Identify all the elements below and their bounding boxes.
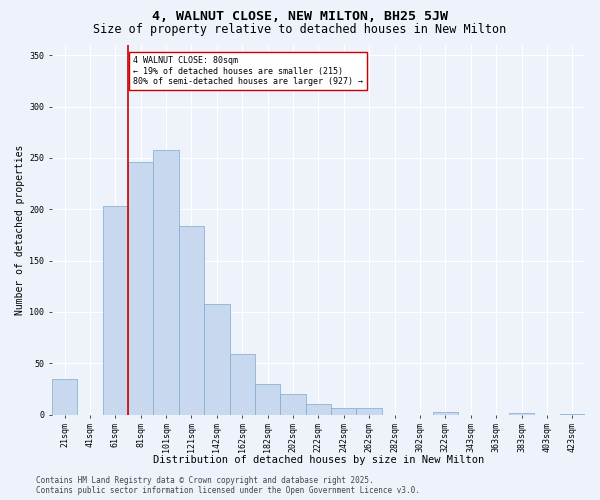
Bar <box>103 206 128 414</box>
Bar <box>230 354 255 414</box>
Bar <box>128 162 154 414</box>
Bar <box>356 408 382 414</box>
Bar <box>154 150 179 414</box>
Text: Contains HM Land Registry data © Crown copyright and database right 2025.
Contai: Contains HM Land Registry data © Crown c… <box>36 476 420 495</box>
Bar <box>331 408 356 414</box>
Bar <box>255 384 280 414</box>
Y-axis label: Number of detached properties: Number of detached properties <box>15 144 25 315</box>
Text: Size of property relative to detached houses in New Milton: Size of property relative to detached ho… <box>94 22 506 36</box>
Bar <box>306 404 331 414</box>
Bar <box>433 412 458 414</box>
Bar <box>179 226 204 414</box>
Bar <box>509 412 534 414</box>
X-axis label: Distribution of detached houses by size in New Milton: Distribution of detached houses by size … <box>153 455 484 465</box>
Bar <box>52 378 77 414</box>
Bar <box>280 394 306 414</box>
Text: 4, WALNUT CLOSE, NEW MILTON, BH25 5JW: 4, WALNUT CLOSE, NEW MILTON, BH25 5JW <box>152 10 448 23</box>
Bar <box>204 304 230 414</box>
Text: 4 WALNUT CLOSE: 80sqm
← 19% of detached houses are smaller (215)
80% of semi-det: 4 WALNUT CLOSE: 80sqm ← 19% of detached … <box>133 56 363 86</box>
